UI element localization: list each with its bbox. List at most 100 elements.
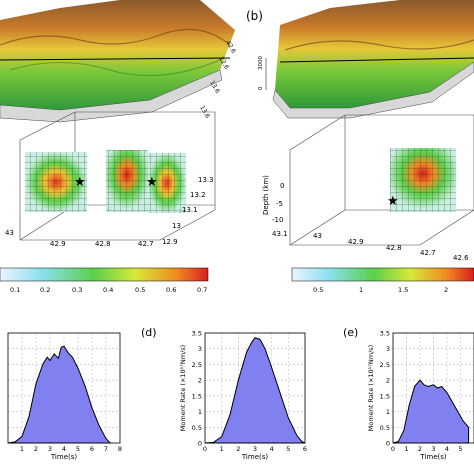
- svg-text:0.4: 0.4: [103, 286, 113, 294]
- panel-label-d: (d): [141, 326, 157, 339]
- moment-rate-chart-d: 0 1 2 3 4 5 6 Time(s) 0 0.5 1 1.5 2 2.5 3 3.5 Moment Rat…: [179, 330, 307, 462]
- area-series-e: [392, 379, 470, 444]
- colorbar-a: [0, 267, 209, 282]
- lower-x-ticks-b: 43.1 43 42.9 42.8 42.7 42.6: [272, 230, 469, 262]
- svg-text:43: 43: [313, 232, 322, 240]
- svg-text:13.1: 13.1: [182, 206, 198, 214]
- y-axis-label-d: Moment Rate (×10¹⁷Nm/s): [179, 345, 187, 431]
- x-tick-label-c: 4: [62, 445, 66, 453]
- x-tick-label-c: 8: [118, 445, 122, 453]
- y-tick-label-d: 0: [198, 440, 202, 448]
- lower-x-ticks-a: 43 42.9 42.8 42.7: [5, 229, 154, 248]
- svg-text:3000: 3000: [258, 56, 264, 70]
- panel-b: (b) 3000 0 ★ Depth (km) 0 -5 -10: [246, 0, 474, 294]
- moment-rate-chart-c: 1 2 3 4 5 6 7 8 Time(s): [7, 332, 122, 461]
- svg-text:1.5: 1.5: [398, 286, 408, 294]
- depth-axis-label: Depth (km): [262, 175, 270, 215]
- svg-text:0.3: 0.3: [72, 286, 82, 294]
- area-series-d: [204, 337, 306, 444]
- svg-text:13.2: 13.2: [190, 191, 206, 199]
- x-axis-label-c: Time(s): [50, 453, 78, 461]
- y-tick-label-e: 1: [386, 408, 390, 416]
- y-tick-label-d: 2: [198, 377, 202, 385]
- svg-text:43: 43: [5, 229, 14, 237]
- svg-text:-5: -5: [276, 200, 283, 208]
- x-tick-label-d: 5: [286, 445, 290, 453]
- plot-frame-d: [204, 332, 306, 444]
- slip-patch-b: ★: [387, 148, 456, 212]
- plot-frame-e: [392, 332, 474, 444]
- y-tick-label-e: 2: [386, 377, 390, 385]
- svg-text:2: 2: [444, 286, 448, 294]
- panel-a: 42.6 12.6 13.6 13.6 ★ ★ 13.3 13.2 13.1 1…: [0, 0, 237, 294]
- svg-text:0.2: 0.2: [40, 286, 50, 294]
- x-tick-label-c: 5: [76, 445, 80, 453]
- area-series-c: [7, 345, 112, 444]
- terrain-surface-b: [272, 0, 474, 119]
- y-tick-label-e: 3: [386, 345, 390, 353]
- x-tick-label-e: 2: [418, 445, 422, 453]
- x-tick-label-d: 3: [253, 445, 257, 453]
- svg-text:0.7: 0.7: [197, 286, 207, 294]
- x-tick-label-c: 2: [34, 445, 38, 453]
- slip-patches-a: ★ ★: [25, 150, 186, 213]
- x-tick-label-e: 4: [445, 445, 449, 453]
- x-tick-label-e: 1: [404, 445, 408, 453]
- svg-text:43.1: 43.1: [272, 230, 288, 238]
- colorbar-ticks-b: 0.5 1 1.5 2: [313, 286, 448, 294]
- x-axis-label-d: Time(s): [241, 453, 269, 461]
- y-tick-label-e: 3.5: [380, 330, 390, 338]
- colorbar-ticks-a: 0.1 0.2 0.3 0.4 0.5 0.6 0.7: [10, 286, 207, 294]
- x-tick-label-c: 6: [90, 445, 94, 453]
- svg-text:42.6: 42.6: [453, 254, 469, 262]
- y-tick-label-d: 3.5: [192, 330, 202, 338]
- x-tick-label-d: 6: [303, 445, 307, 453]
- panel-label-e: (e): [343, 326, 358, 339]
- svg-text:0.6: 0.6: [166, 286, 176, 294]
- svg-text:0.5: 0.5: [313, 286, 323, 294]
- y-tick-label-d: 1: [198, 408, 202, 416]
- x-tick-label-c: 7: [104, 445, 108, 453]
- colorbar-b: [291, 267, 474, 282]
- x-tick-label-d: 1: [220, 445, 224, 453]
- y-tick-label-d: 3: [198, 345, 202, 353]
- svg-text:0.5: 0.5: [135, 286, 145, 294]
- elev-axis-b: 3000 0: [258, 56, 267, 90]
- svg-text:42.7: 42.7: [420, 249, 436, 257]
- lower-y-ticks-a: 13.3 13.2 13.1 13 12.9: [162, 176, 214, 246]
- x-tick-label-e: 0: [391, 445, 395, 453]
- x-tick-label-e: 3: [431, 445, 435, 453]
- plot-frame-c: [7, 332, 121, 444]
- svg-text:42.9: 42.9: [348, 238, 364, 246]
- svg-text:42.8: 42.8: [386, 244, 402, 252]
- svg-text:-10: -10: [272, 216, 283, 224]
- terrain-surface-a: [0, 0, 235, 123]
- y-tick-label-e: 0.5: [380, 424, 390, 432]
- panel-label-b: (b): [246, 9, 263, 23]
- x-axis-label-e: Time(s): [419, 453, 447, 461]
- svg-text:12.9: 12.9: [162, 238, 178, 246]
- y-tick-label-d: 1.5: [192, 392, 202, 400]
- svg-text:0: 0: [280, 182, 284, 190]
- depth-axis-b: Depth (km) 0 -5 -10: [262, 175, 284, 224]
- svg-text:42.7: 42.7: [138, 240, 154, 248]
- moment-rate-chart-e: 0 1 2 3 4 5 Time(s) 0 0.5 1 1.5 2 2.5 3 3.5 Moment Rate…: [367, 330, 474, 461]
- svg-text:42.8: 42.8: [95, 240, 111, 248]
- epicenter-star-a-2: ★: [146, 175, 158, 190]
- epicenter-star-a-1: ★: [74, 175, 86, 190]
- x-tick-label-d: 4: [270, 445, 274, 453]
- svg-text:42.9: 42.9: [50, 240, 66, 248]
- x-tick-label-d: 0: [203, 445, 207, 453]
- y-tick-label-d: 2.5: [192, 361, 202, 369]
- x-tick-label-c: 1: [20, 445, 24, 453]
- svg-text:13.3: 13.3: [198, 176, 214, 184]
- x-tick-label-c: 3: [48, 445, 52, 453]
- x-tick-label-e: 5: [458, 445, 462, 453]
- x-tick-label-d: 2: [236, 445, 240, 453]
- y-tick-label-e: 0: [386, 440, 390, 448]
- svg-text:0.1: 0.1: [10, 286, 20, 294]
- top-tick-a-3: 13.6: [208, 80, 221, 95]
- y-tick-label-d: 0.5: [192, 424, 202, 432]
- y-tick-label-e: 2.5: [380, 361, 390, 369]
